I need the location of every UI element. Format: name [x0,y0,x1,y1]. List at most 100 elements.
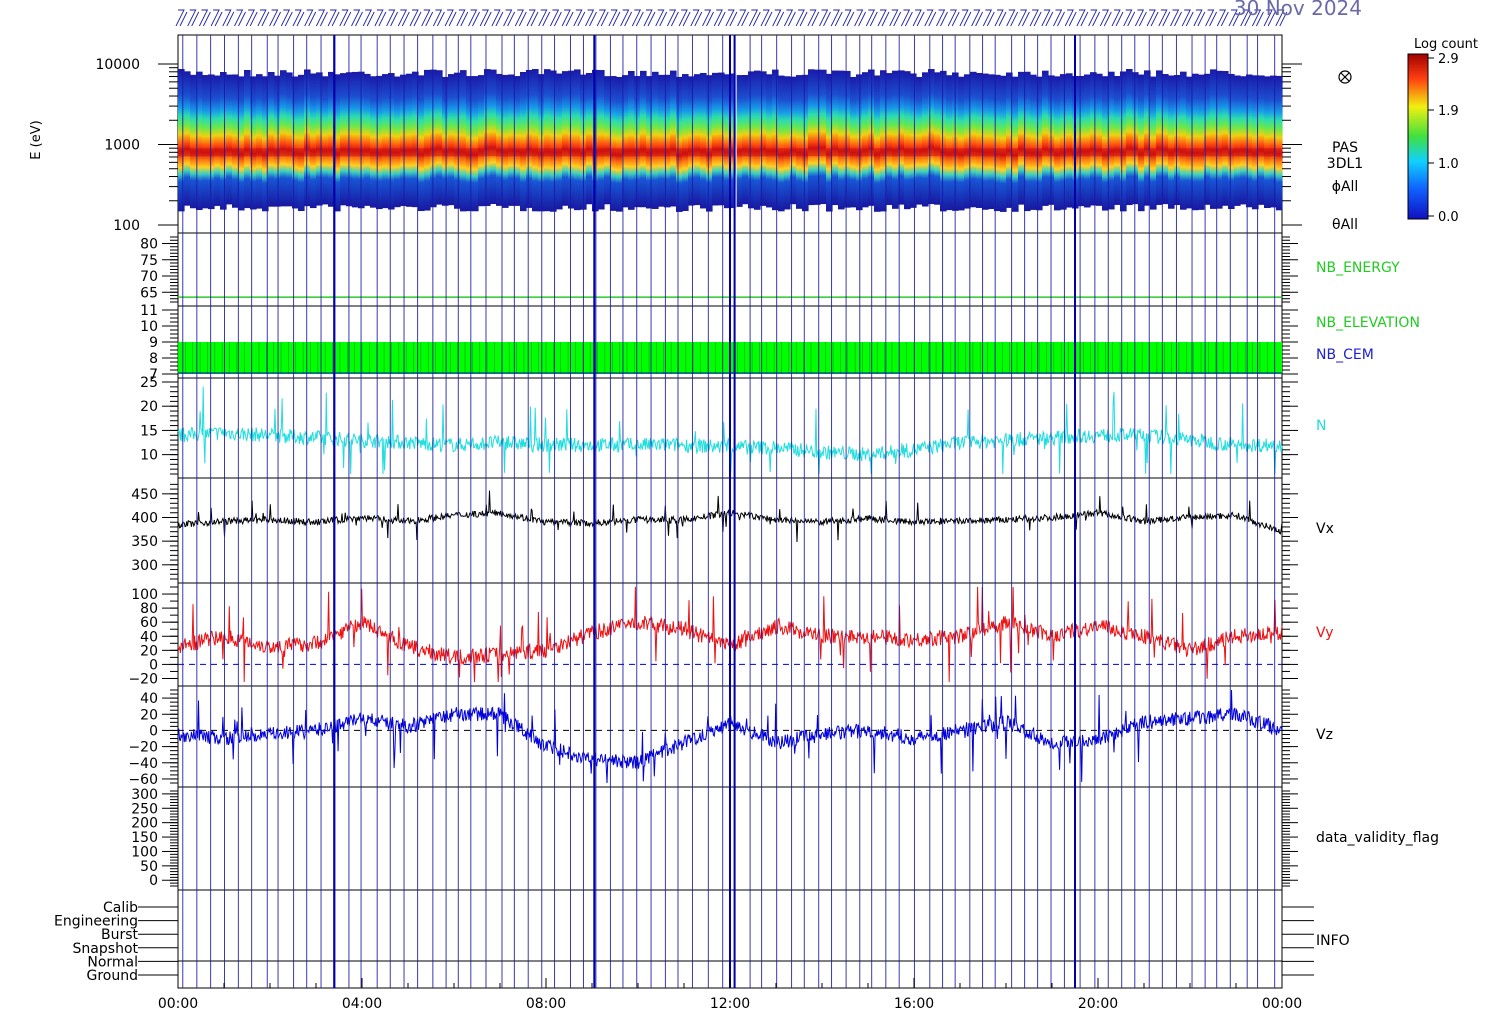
spectrogram-column [1066,73,1073,208]
spectrogram-column [1162,74,1169,205]
top-event-marker [854,9,867,27]
spectrogram-column [208,74,215,210]
colorbar-scale [1407,53,1429,220]
spectrogram-column [544,69,551,212]
spectrogram-column [724,74,731,209]
spectrogram-column [1132,72,1139,205]
spectrogram-column [220,71,227,210]
spectrogram-column [364,73,371,206]
density-tick-label: 25 [140,375,158,391]
spectrogram-column [928,69,935,205]
spectrogram-column [1108,71,1115,210]
spectrogram-column [1060,74,1067,210]
top-event-marker [1017,9,1030,27]
spectrogram-column [694,74,701,206]
top-event-marker [479,9,492,27]
spectrogram-column [190,74,197,209]
vz-tick-label: 0 [149,723,158,739]
vy-tick-label: 20 [140,643,158,659]
spectrogram-column [472,76,479,212]
spectrogram-column [790,76,797,205]
time-tick-label: 20:00 [1078,996,1118,1012]
spectrogram-right-label: θAll [1332,217,1358,233]
top-event-marker [865,9,878,27]
spectrogram-column [796,75,803,209]
validity-tick-label: 0 [149,873,158,889]
spectrogram-column [1054,76,1061,211]
vy-tick-label: 60 [140,615,158,631]
direction-into-page-icon [1338,70,1352,84]
spectrogram-column [262,76,269,212]
spectrogram-column [892,70,899,209]
info-category-label: Snapshot [73,941,139,957]
top-event-marker [1053,9,1065,27]
top-event-marker [737,9,750,27]
top-event-marker [819,9,831,27]
spectrogram-column [454,72,461,209]
spectrogram-column [550,70,557,212]
spectrogram-column [832,70,839,206]
spectrogram-column [898,70,905,205]
top-event-marker [292,9,305,27]
spectrogram-column [820,69,827,205]
spectrogram-column [202,75,209,209]
spectrogram-column [508,74,515,206]
spectrogram-column [226,74,233,205]
spectrogram-column [1252,75,1259,210]
validity-label: data_validity_flag [1316,830,1439,846]
spectrogram-column [970,71,977,208]
spectrogram-column [340,73,347,206]
top-event-marker [269,9,282,27]
spectrogram-column [334,74,341,212]
top-event-marker [982,9,995,27]
spectrogram-column [664,74,671,208]
top-event-marker [280,9,293,27]
spectrogram-column [1138,74,1145,212]
spectrogram-column [736,75,743,207]
spectrogram-column [748,71,755,209]
spectrogram-column [1102,76,1109,211]
spectrogram-column [1114,76,1121,205]
spectrogram-column [352,71,359,208]
colorbar-tick-label: 1.9 [1438,104,1459,119]
vz-tick-label: −20 [128,740,158,756]
top-event-marker [315,9,328,27]
top-event-marker [900,9,913,27]
top-event-marker [924,9,937,27]
spectrogram-column [700,72,707,209]
top-event-marker [1205,9,1218,27]
top-event-marker [397,9,410,27]
top-event-marker [666,9,679,27]
spectrogram-column [370,76,377,208]
top-event-marker [596,9,609,27]
spectrogram-column [1216,70,1223,209]
spectrogram-column [256,74,263,209]
spectrogram-column [514,76,521,206]
event-marker-lines [182,35,1276,988]
spectrogram-column [958,76,965,211]
density-tick-label: 15 [140,423,158,439]
time-tick-label: 00:00 [158,996,198,1012]
spectrogram-column [1000,75,1007,212]
spectrogram-column [940,70,947,212]
spectrogram-column [916,76,923,205]
spectrogram-column [382,74,389,209]
spectrogram-column [274,75,281,207]
time-tick-label: 04:00 [342,996,382,1012]
spectrogram-column [706,75,713,212]
top-event-marker [1088,9,1101,27]
spectrogram-column [1144,70,1151,206]
spectrogram-right-label: ϕAll [1332,179,1359,195]
spectrogram-column [1240,76,1247,205]
spectrogram-column [1204,73,1211,205]
vx-tick-label: 300 [131,558,158,574]
top-event-marker [585,9,597,27]
spectrogram-column [652,71,659,209]
validity-tick-label: 150 [131,830,158,846]
spectrogram-column [922,72,929,207]
spectrogram-column [604,76,611,205]
spectrogram-column [1150,76,1157,210]
colorbar: Log count 2.9 1.9 1.0 0.0 [1407,37,1478,225]
top-event-marker [573,9,586,27]
spectrogram-column [178,69,185,212]
